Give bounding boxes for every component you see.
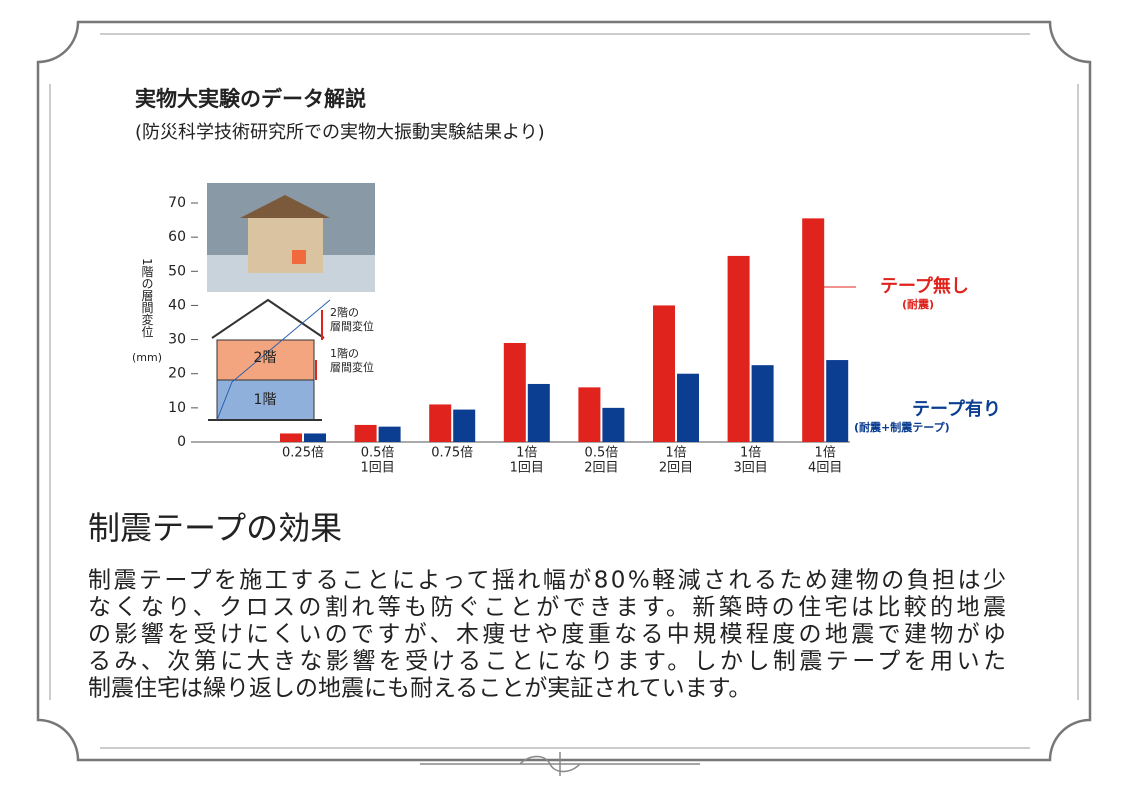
legend-label: テープ無し [880,275,969,297]
x-tick-label: 0.5倍 [361,446,395,461]
body-line: なくなり、クロスの割れ等も防ぐことができます。新築時の住宅は比較的地震 [88,595,1006,621]
chart-subtitle: (防災科学技術研究所での実物大振動実験結果より) [135,122,545,143]
legend-note: (耐震) [902,297,934,311]
bar [378,426,401,442]
y-tick-label: 0 [177,434,186,450]
x-tick-label: 0.25倍 [282,446,324,461]
house-diagram [208,298,331,421]
ornament [420,752,700,776]
y-tick-label: 70 [168,195,186,211]
x-tick-label: 1倍 [516,446,537,461]
bar [354,424,377,442]
bar [304,433,326,442]
frame-inner [49,33,1079,749]
bar [429,404,452,442]
chart-title: 実物大実験のデータ解説 [135,87,366,111]
legend-note: (耐震+制震テープ) [854,420,950,434]
x-tick-label: 2回目 [659,461,693,476]
frame [36,20,1092,762]
bar [527,383,550,442]
diagram-label: 層間変位 [330,319,374,333]
photo [207,183,375,292]
bar [677,373,699,442]
floor-label: 1階 [254,392,277,408]
legend-label: テープ有り [912,398,1001,420]
diagram-label: 2階の [330,305,359,319]
bar [602,407,625,442]
y-tick-label: 20 [168,366,186,382]
heading: 制震テープの効果 [88,509,342,547]
y-tick-label: 40 [168,297,186,313]
y-tick-label: 10 [168,400,186,416]
bar [453,409,476,442]
bar [826,360,849,442]
bar [802,218,825,442]
x-tick-label: 4回目 [808,461,842,476]
y-tick-label: 30 [168,332,186,348]
bar [727,255,750,442]
x-tick-label: 3回目 [733,461,767,476]
x-tick-label: 0.5倍 [585,446,619,461]
diagram-label: 1階の [330,346,359,360]
x-tick-label: 1倍 [665,446,686,461]
bar [653,305,675,442]
floor-label: 2階 [254,350,277,366]
y-axis-label: 1階の層間変位 [140,258,154,338]
bar [280,433,302,442]
body-line: 制震テープを施工することによって揺れ幅が80%軽減されるため建物の負担は少 [88,568,1006,594]
y-axis-unit: (mm) [132,351,162,364]
bar [578,387,601,442]
y-tick-label: 50 [168,263,186,279]
body-line: るみ、次第に大きな影響を受けることになります。しかし制震テープを用いた [88,649,1006,675]
y-tick-label: 60 [168,229,186,245]
body-line: 制震住宅は繰り返しの地震にも耐えることが実証されています。 [88,676,751,702]
x-tick-label: 0.75倍 [431,446,473,461]
x-tick-label: 1回目 [510,461,544,476]
bar [503,342,526,442]
body-line: の影響を受けにくいのですが、木痩せや度重なる中規模程度の地震で建物がゆ [88,622,1006,648]
bar [751,365,774,442]
x-tick-label: 2回目 [584,461,618,476]
x-tick-label: 1回目 [360,461,394,476]
x-tick-label: 1倍 [740,446,761,461]
x-tick-label: 1倍 [815,446,836,461]
diagram-label: 層間変位 [330,360,374,374]
